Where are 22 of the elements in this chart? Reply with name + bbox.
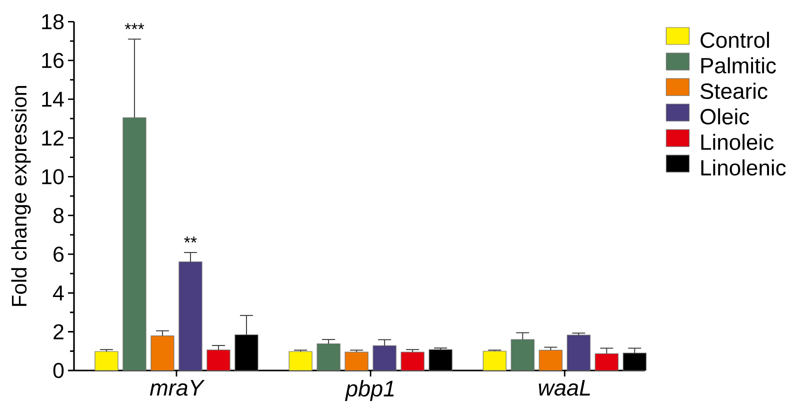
y-tick-label: 12 bbox=[42, 130, 64, 146]
y-tick-label: 8 bbox=[53, 208, 64, 224]
legend-label: Linoleic bbox=[701, 134, 774, 150]
legend-label: Linolenic bbox=[701, 159, 786, 176]
y-tick-label: 14 bbox=[42, 92, 64, 107]
annotation: ** bbox=[184, 236, 197, 243]
y-tick-label: 10 bbox=[42, 169, 64, 184]
y-tick-label: 0 bbox=[53, 362, 64, 378]
y-tick-label: 18 bbox=[42, 14, 64, 30]
x-tick-label: mraY bbox=[150, 380, 205, 396]
y-tick-label: 16 bbox=[42, 52, 64, 68]
legend-label: Palmitic bbox=[701, 57, 776, 74]
legend-label: Oleic bbox=[700, 108, 750, 124]
x-tick-label: waaL bbox=[538, 380, 590, 396]
y-axis-title: Fold change expression bbox=[11, 86, 31, 306]
legend-label: Stearic bbox=[700, 82, 768, 99]
y-tick-label: 4 bbox=[53, 286, 64, 300]
annotation: *** bbox=[124, 23, 144, 30]
legend-label: Control bbox=[700, 32, 769, 48]
y-tick-label: 2 bbox=[54, 324, 64, 340]
y-tick-label: 6 bbox=[54, 246, 64, 262]
x-tick-label: pbp1 bbox=[344, 380, 394, 402]
